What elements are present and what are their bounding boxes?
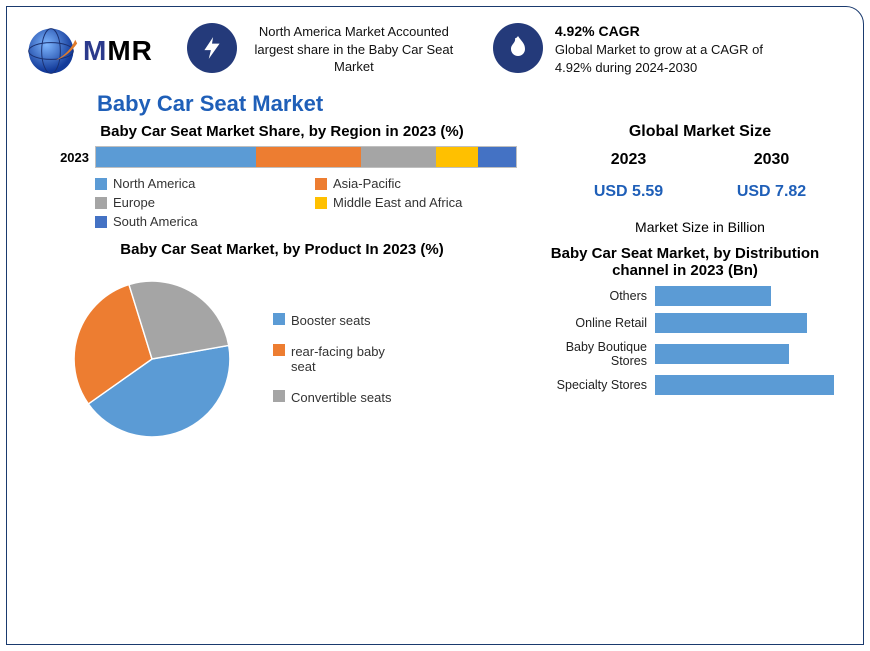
- globe-icon: [23, 23, 79, 79]
- header: MMR North America Market Accounted large…: [7, 7, 863, 87]
- hbar-track: [655, 344, 843, 364]
- legend-label: Convertible seats: [291, 390, 391, 405]
- hbar-row: Others: [527, 286, 843, 306]
- legend-item: Convertible seats: [273, 390, 413, 405]
- legend-swatch: [95, 216, 107, 228]
- hbar-label: Others: [527, 289, 647, 303]
- gms-year: 2023: [594, 151, 663, 169]
- main-title: Baby Car Seat Market: [7, 87, 863, 123]
- legend-item: Booster seats: [273, 313, 413, 328]
- region-segment: [436, 147, 478, 167]
- hbar: [655, 313, 807, 333]
- hbar-track: [655, 286, 843, 306]
- gms-note: Market Size in Billion: [557, 219, 843, 235]
- info-cagr: 4.92% CAGR Global Market to grow at a CA…: [493, 23, 765, 76]
- info-text-1: 4.92% CAGR Global Market to grow at a CA…: [555, 23, 765, 76]
- gms-column: 2023 USD 5.59: [594, 151, 663, 201]
- region-segment: [361, 147, 437, 167]
- gms-value: USD 7.82: [737, 183, 806, 201]
- product-pie-chart: [47, 264, 257, 454]
- distribution-bar-panel: Baby Car Seat Market, by Distribution ch…: [527, 241, 843, 454]
- legend-swatch: [273, 344, 285, 356]
- gms-columns: 2023 USD 5.59 2030 USD 7.82: [557, 151, 843, 201]
- hbar-row: Specialty Stores: [527, 375, 843, 395]
- legend-swatch: [95, 178, 107, 190]
- hbar-label: Specialty Stores: [527, 378, 647, 392]
- flame-icon: [493, 23, 543, 73]
- legend-item: Middle East and Africa: [315, 195, 517, 210]
- legend-label: Middle East and Africa: [333, 195, 462, 210]
- distribution-bar-title: Baby Car Seat Market, by Distribution ch…: [527, 245, 843, 279]
- legend-item: rear-facing baby seat: [273, 344, 413, 374]
- legend-item: Asia-Pacific: [315, 176, 517, 191]
- info-north-america: North America Market Accounted largest s…: [187, 23, 459, 76]
- region-share-panel: Baby Car Seat Market Share, by Region in…: [47, 123, 517, 235]
- hbar: [655, 344, 789, 364]
- product-pie-panel: Baby Car Seat Market, by Product In 2023…: [47, 241, 517, 454]
- hbar-label: Baby Boutique Stores: [527, 340, 647, 368]
- legend-swatch: [95, 197, 107, 209]
- legend-swatch: [273, 313, 285, 325]
- legend-swatch: [315, 197, 327, 209]
- hbar: [655, 286, 771, 306]
- hbar-label: Online Retail: [527, 316, 647, 330]
- product-pie-legend: Booster seats rear-facing baby seat Conver…: [273, 313, 413, 405]
- bolt-icon: [187, 23, 237, 73]
- hbar-track: [655, 313, 843, 333]
- legend-swatch: [273, 390, 285, 402]
- region-share-bar: [95, 146, 517, 168]
- legend-label: South America: [113, 214, 198, 229]
- gms-year: 2030: [737, 151, 806, 169]
- region-share-year: 2023: [47, 150, 89, 165]
- legend-item: South America: [95, 214, 297, 229]
- legend-item: Europe: [95, 195, 297, 210]
- legend-swatch: [315, 178, 327, 190]
- infographic-frame: MMR North America Market Accounted large…: [6, 6, 864, 645]
- region-segment: [256, 147, 361, 167]
- distribution-bar-list: Others Online Retail Baby Boutique Stores S…: [527, 286, 843, 395]
- region-segment: [96, 147, 256, 167]
- hbar-row: Baby Boutique Stores: [527, 340, 843, 368]
- product-pie-title: Baby Car Seat Market, by Product In 2023…: [47, 241, 517, 258]
- region-share-bar-row: 2023: [47, 146, 517, 168]
- gms-title: Global Market Size: [557, 123, 843, 141]
- region-segment: [478, 147, 516, 167]
- legend-label: Booster seats: [291, 313, 371, 328]
- region-share-legend: North America Asia-Pacific Europe Middle Ea…: [95, 176, 517, 229]
- legend-label: Asia-Pacific: [333, 176, 401, 191]
- legend-label: North America: [113, 176, 195, 191]
- gms-column: 2030 USD 7.82: [737, 151, 806, 201]
- logo: MMR: [23, 23, 153, 79]
- info-text-0: North America Market Accounted largest s…: [249, 23, 459, 76]
- hbar-row: Online Retail: [527, 313, 843, 333]
- legend-label: Europe: [113, 195, 155, 210]
- hbar-track: [655, 375, 843, 395]
- legend-label: rear-facing baby seat: [291, 344, 413, 374]
- gms-value: USD 5.59: [594, 183, 663, 201]
- content-grid: Baby Car Seat Market Share, by Region in…: [7, 123, 863, 468]
- logo-text: MMR: [83, 35, 153, 67]
- region-share-title: Baby Car Seat Market Share, by Region in…: [47, 123, 517, 140]
- global-market-size: Global Market Size 2023 USD 5.59 2030 USD 7…: [527, 123, 843, 235]
- legend-item: North America: [95, 176, 297, 191]
- hbar: [655, 375, 834, 395]
